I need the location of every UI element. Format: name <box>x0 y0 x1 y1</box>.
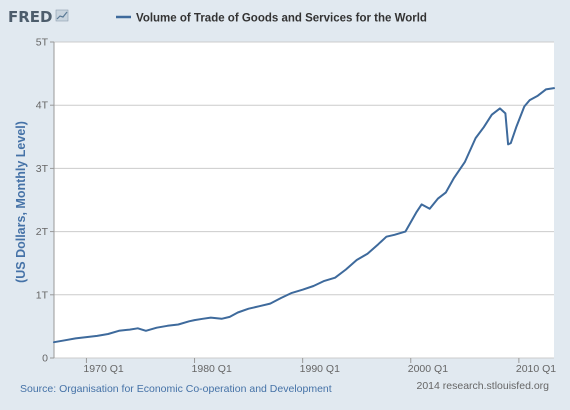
fred-logo[interactable]: FRED <box>8 8 69 26</box>
fred-chart-icon <box>55 9 69 22</box>
x-tick-label: 1990 Q1 <box>300 363 340 375</box>
y-axis: 0 1T 2T 3T 4T 5T <box>36 37 55 365</box>
series-line <box>53 87 555 344</box>
credit-text: 2014 research.stlouisfed.org <box>417 380 550 392</box>
chart-legend: Volume of Trade of Goods and Services fo… <box>116 13 427 25</box>
source-link[interactable]: Source: Organisation for Economic Co-ope… <box>20 383 332 395</box>
y-tick-label: 1T <box>36 289 49 301</box>
y-tick-label: 5T <box>36 37 49 49</box>
x-tick-label: 1980 Q1 <box>192 363 232 375</box>
y-tick-label: 2T <box>36 226 49 238</box>
series-group <box>53 87 555 344</box>
y-tick-label: 4T <box>36 100 49 112</box>
grid-lines <box>54 41 554 359</box>
x-tick-label: 2010 Q1 <box>516 363 556 375</box>
chart-title: Volume of Trade of Goods and Services fo… <box>136 13 427 25</box>
plot-area <box>54 42 554 358</box>
y-tick-label: 0 <box>42 353 48 365</box>
y-axis-label: (US Dollars, Monthly Level) <box>14 121 28 283</box>
x-tick-label: 2000 Q1 <box>408 363 448 375</box>
y-tick-label: 3T <box>36 163 49 175</box>
fred-logo-text: FRED <box>8 8 53 26</box>
x-tick-label: 1970 Q1 <box>83 363 123 375</box>
x-axis: 1970 Q1 1980 Q1 1990 Q1 2000 Q1 2010 Q1 <box>83 358 556 375</box>
